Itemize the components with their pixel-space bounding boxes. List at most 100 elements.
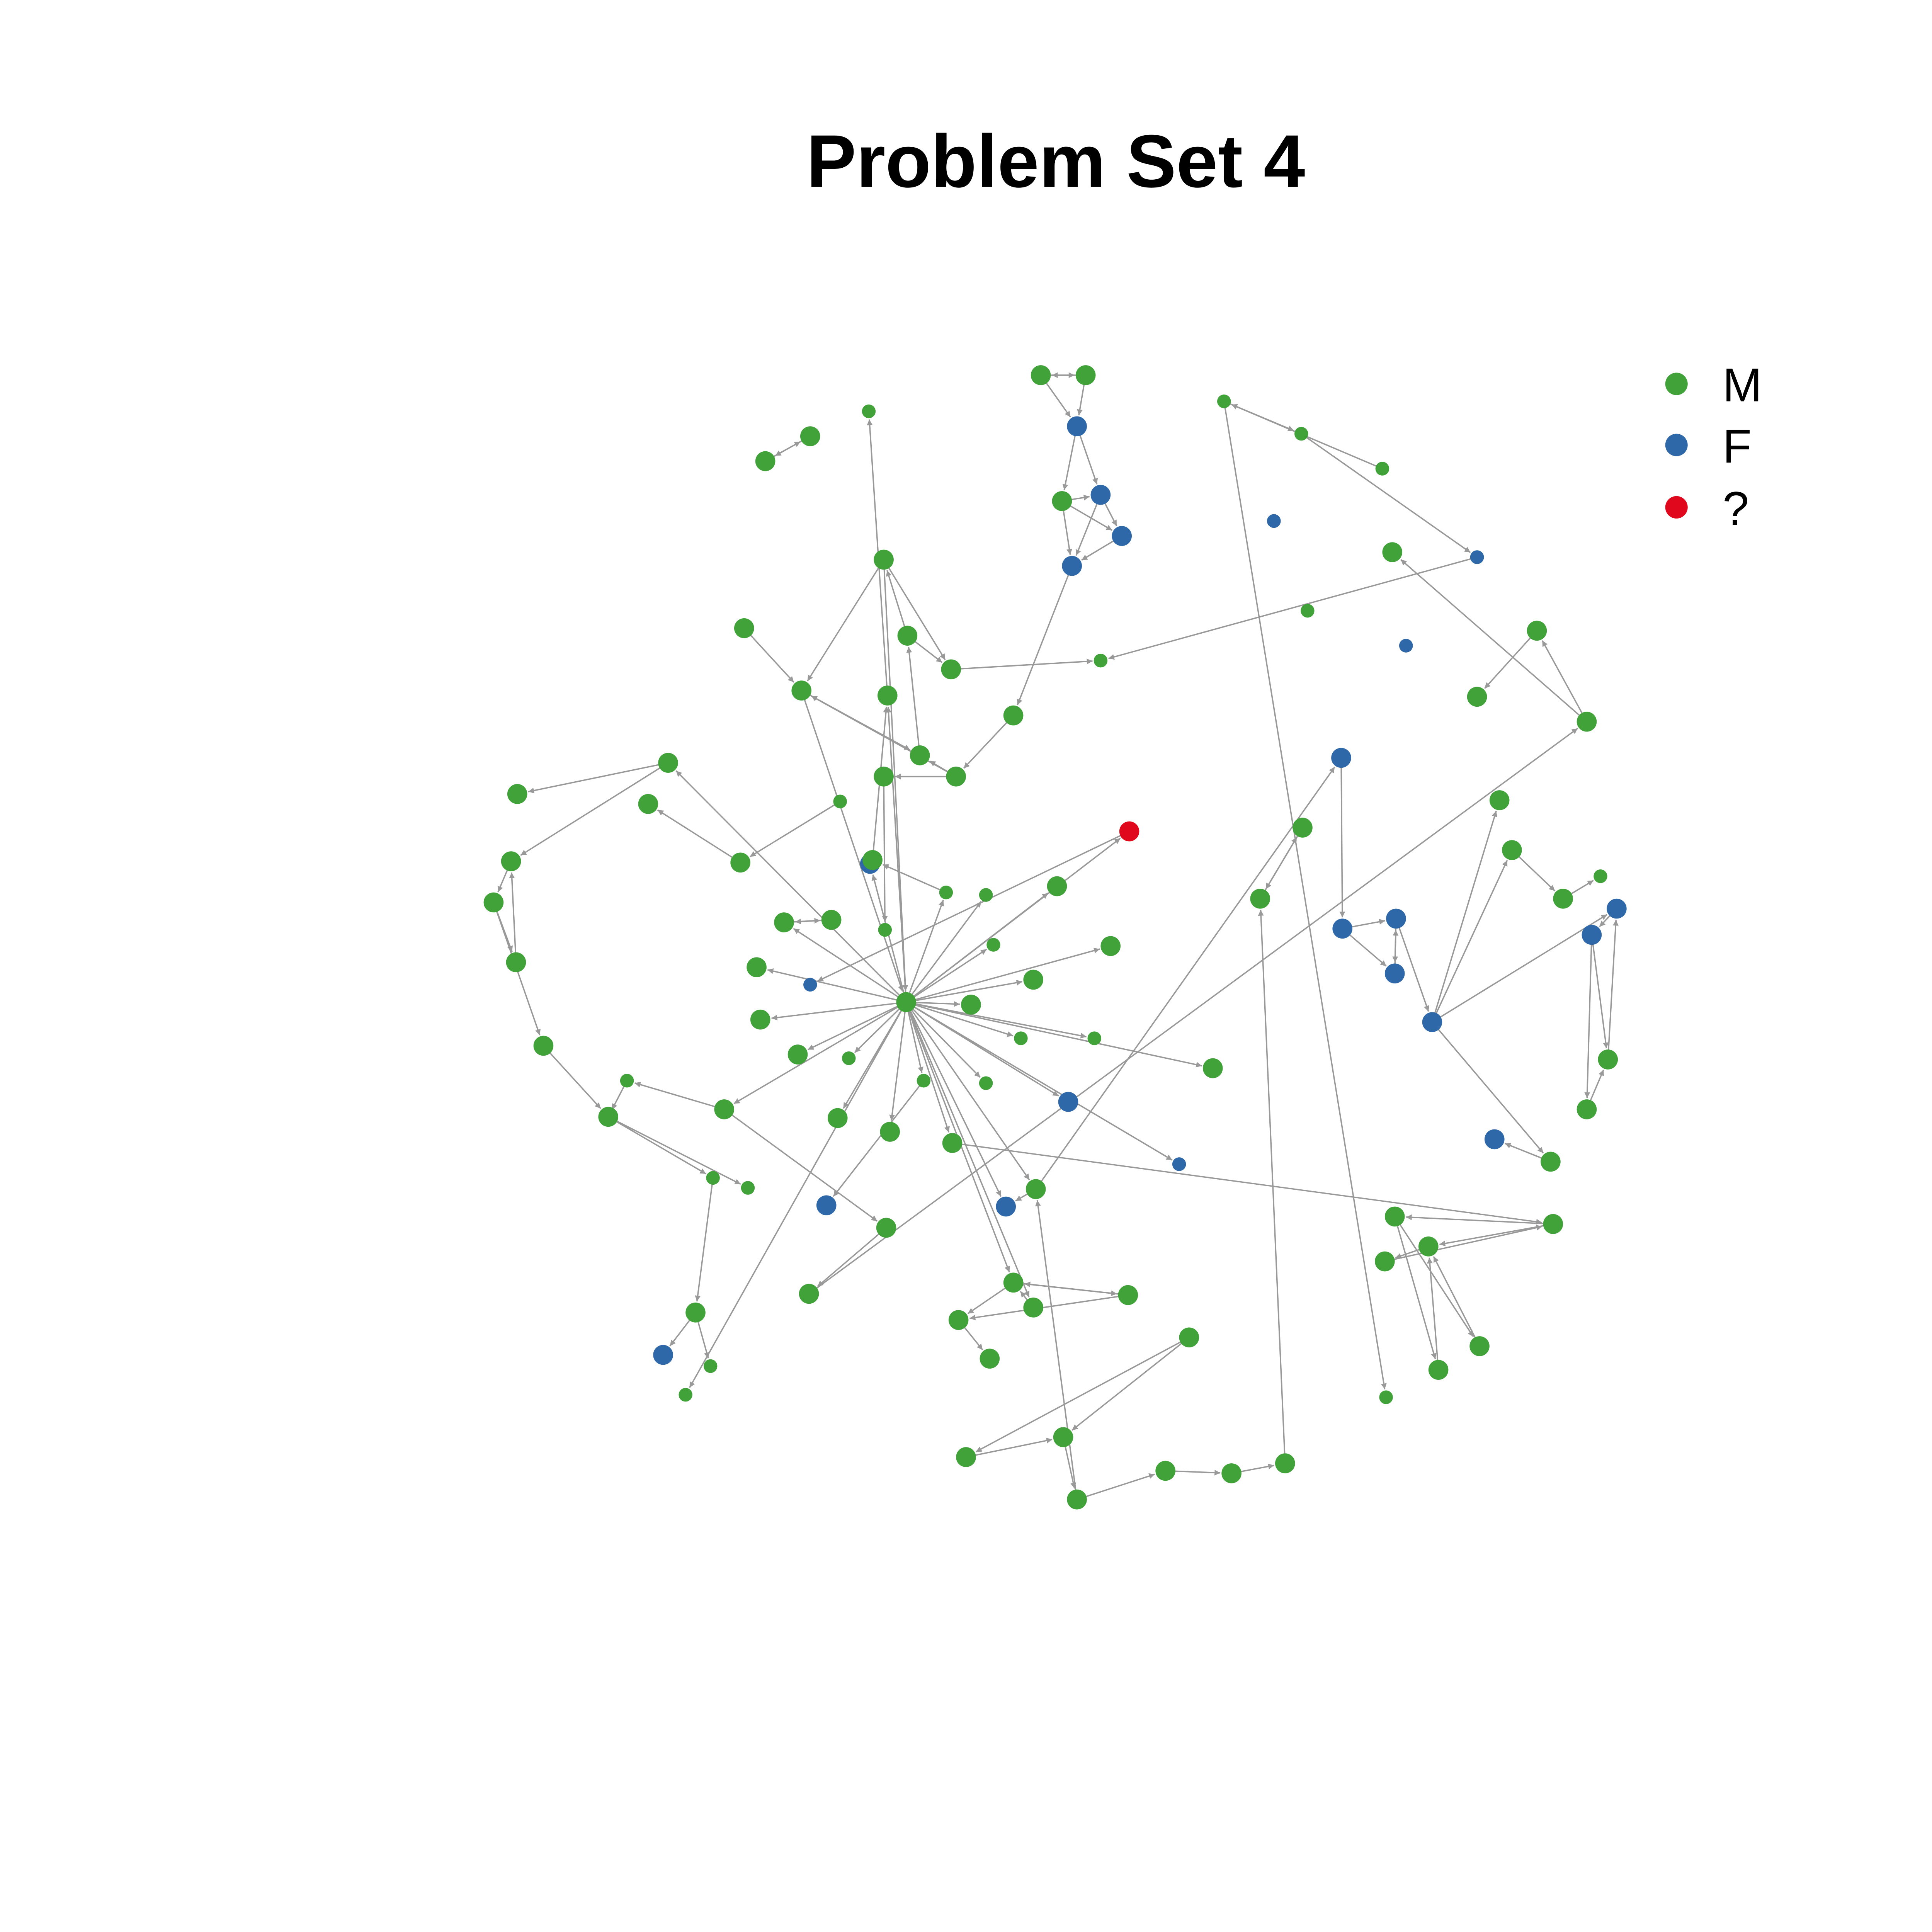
node-n09 — [946, 766, 966, 787]
edge-n04-n07 — [1061, 504, 1072, 555]
edge-n74-n64 — [1035, 1200, 1077, 1497]
edge-n84-n86 — [1433, 860, 1508, 1020]
node-n95 — [1543, 1214, 1563, 1234]
node-n80 — [1331, 748, 1351, 768]
node-n65 — [996, 1196, 1016, 1217]
legend-swatch-f — [1665, 434, 1688, 456]
edge-n19-n39 — [767, 968, 904, 1002]
edge-n19-n62 — [889, 1005, 906, 1121]
node-n85 — [1489, 790, 1510, 810]
node-n102 — [714, 1099, 734, 1119]
node-n20 — [877, 685, 898, 706]
edge-n19-n61 — [842, 1004, 905, 1109]
edge-n01-n03 — [1042, 377, 1071, 418]
edge-n124-n125 — [882, 864, 945, 893]
node-n11 — [878, 923, 892, 937]
edge-n19-n51 — [909, 1001, 960, 1007]
node-n53 — [750, 1009, 770, 1030]
node-n59 — [1202, 1058, 1223, 1078]
node-n40 — [774, 912, 794, 932]
node-n43 — [986, 938, 1000, 952]
legend-label-unknown: ? — [1723, 482, 1749, 535]
edge-n04-n06 — [1064, 502, 1113, 531]
edge-n25-n26 — [657, 809, 738, 862]
edge-n100-n97 — [1427, 1257, 1439, 1367]
node-n06 — [1112, 526, 1132, 546]
node-n19 — [896, 992, 916, 1012]
legend-label-f: F — [1723, 420, 1752, 473]
edge-n34-n35 — [695, 1180, 714, 1302]
edge-n19-n27 — [675, 770, 905, 1001]
node-n81 — [1332, 918, 1352, 939]
node-n72 — [956, 1447, 976, 1467]
edge-n104-n105 — [610, 1117, 741, 1185]
node-n105 — [741, 1181, 755, 1195]
node-n01 — [1031, 365, 1051, 385]
node-n05 — [1090, 485, 1111, 505]
node-n111 — [1382, 542, 1403, 562]
edge-n19-n124 — [906, 900, 944, 1000]
node-n10 — [874, 766, 894, 787]
edge-n95-n97 — [1439, 1224, 1551, 1247]
edge-n19-n60 — [908, 1003, 1173, 1161]
edge-n19-n65 — [906, 1004, 1002, 1197]
node-n22 — [800, 426, 820, 446]
edge-n27-n29 — [520, 764, 666, 856]
node-n31 — [506, 952, 526, 973]
edge-n16-n19 — [883, 563, 908, 991]
edge-n81-n83 — [1344, 930, 1387, 967]
node-n38 — [679, 1388, 692, 1402]
node-n30 — [483, 892, 504, 913]
node-n45 — [1119, 821, 1139, 842]
edge-n84-n89 — [1434, 914, 1608, 1021]
edge-n14-n15 — [906, 646, 920, 753]
edge-n15-n16 — [886, 570, 907, 633]
node-n78 — [1250, 889, 1270, 909]
node-n55 — [842, 1051, 856, 1065]
legend-swatch-m — [1665, 372, 1688, 395]
edge-n10-n11 — [882, 779, 888, 922]
edge-n16-n13 — [807, 561, 883, 682]
node-n110 — [1467, 687, 1487, 707]
edge-n19-n55 — [854, 1003, 905, 1053]
node-n119 — [1301, 604, 1315, 618]
node-n116 — [1298, 430, 1305, 438]
node-n35 — [685, 1302, 706, 1323]
node-n23 — [755, 451, 776, 471]
edge-n32-n33 — [545, 1047, 601, 1109]
edge-n96-n99 — [1396, 1218, 1474, 1337]
edge-n73-n74 — [1063, 1440, 1076, 1489]
node-n92 — [1577, 1099, 1597, 1119]
edge-n64-n80 — [1037, 766, 1335, 1187]
node-n07 — [1062, 556, 1082, 576]
node-n67 — [1023, 1298, 1043, 1318]
node-n108 — [1577, 711, 1597, 732]
edge-n113-n115 — [1223, 403, 1387, 1389]
node-n68 — [948, 1310, 969, 1330]
edge-n102-n103 — [634, 1082, 722, 1109]
node-n86 — [1502, 840, 1522, 860]
edge-n35-n37 — [696, 1315, 710, 1359]
node-n103 — [620, 1074, 634, 1088]
node-n121 — [1470, 550, 1484, 564]
node-n83 — [1384, 963, 1405, 984]
node-n90 — [1582, 925, 1602, 945]
node-n96 — [1384, 1206, 1405, 1227]
edge-layer — [494, 372, 1619, 1499]
node-n101 — [816, 1195, 837, 1216]
edge-n96-n100 — [1395, 1219, 1437, 1359]
node-n32 — [533, 1036, 554, 1056]
edge-n74-n75 — [1079, 1473, 1155, 1499]
node-n123 — [1375, 462, 1389, 476]
node-n106 — [876, 1218, 896, 1238]
node-n63 — [942, 1133, 963, 1153]
node-n29 — [501, 851, 521, 871]
page-title: Problem Set 4 — [806, 120, 1305, 203]
edge-n84-n93 — [1434, 1024, 1544, 1154]
edge-n95-n96 — [1406, 1214, 1550, 1225]
node-n49 — [1023, 969, 1043, 990]
node-n44 — [1047, 876, 1067, 896]
edge-n86-n87 — [1514, 852, 1556, 892]
edge-n19-n49 — [909, 980, 1022, 1002]
edge-n80-n81 — [1339, 761, 1345, 918]
